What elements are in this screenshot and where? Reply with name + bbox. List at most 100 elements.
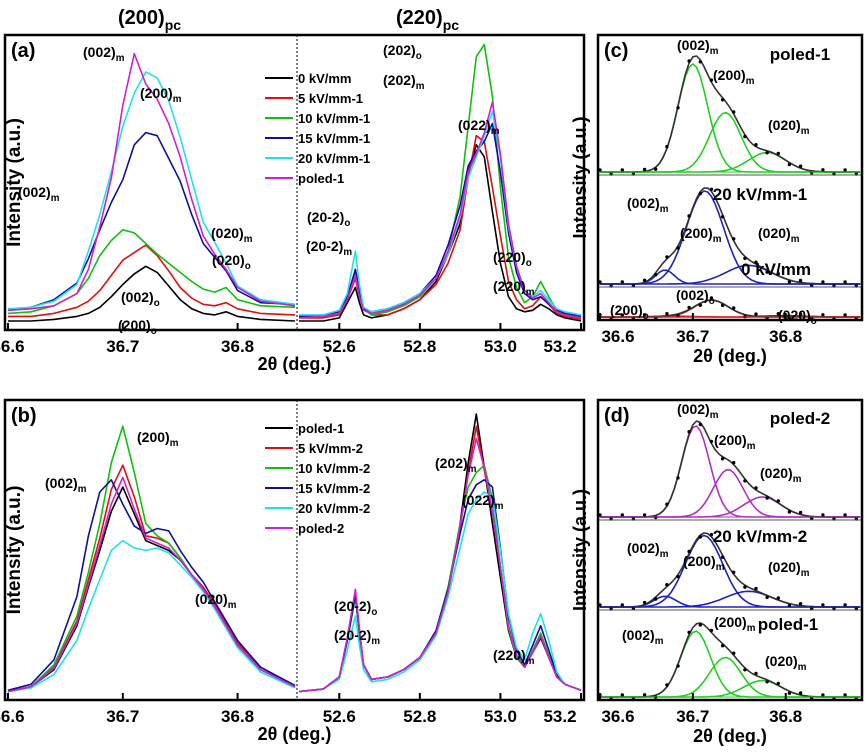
panel-3-xlabel: 2θ (deg.) <box>693 726 767 746</box>
panel-0-frame <box>3 33 586 332</box>
panel-3-sub-2-component-1 <box>600 656 860 698</box>
panel-2-sub-1-component-2 <box>600 264 860 285</box>
panel-2-sub-1-point-27 <box>698 191 702 196</box>
panel-0-legend-label-2: 10 kV/mm-1 <box>298 111 370 126</box>
panel-2-sub-2-point-33 <box>720 303 725 308</box>
panel-2-sub-0-point-39 <box>743 134 747 139</box>
panel-3-sub-0-point-6 <box>620 513 624 517</box>
panel-3-sub-1-point-33 <box>720 555 725 559</box>
panel-0-annotation-6: (200)o <box>118 317 157 337</box>
panel-2-sub-2-peak-label-2: (020)o <box>778 307 817 327</box>
panel-0-annotation-11: (20-2)m <box>306 238 352 258</box>
panel-2-sub-1-peak-label-0: (002)m <box>627 195 669 215</box>
panel-2-sub-0-point-18 <box>665 144 669 149</box>
panel-2-frame <box>596 33 864 322</box>
panel-1-ylabel: Intensity (a.u.) <box>4 486 25 615</box>
panel-3-sub-2-point-42 <box>754 671 758 676</box>
panel-1-right-series-2 <box>298 464 582 693</box>
panel-0-annotation-10: (20-2)o <box>307 209 350 229</box>
panel-0-legend-label-1: 5 kV/mm-1 <box>298 91 363 106</box>
panel-0-left-series-1 <box>8 244 296 318</box>
panel-3-sub-2-peak-label-1: (200)m <box>714 614 756 634</box>
panel-2-sub-0-point-66 <box>843 168 847 172</box>
panel-0-annotation-1: (200)m <box>140 85 182 105</box>
panel-0-right-series-3 <box>298 122 582 318</box>
panel-3-sub-1 <box>598 532 862 611</box>
panel-2-sub-1-point-57 <box>810 283 814 288</box>
panel-3-sub-2-label: poled-1 <box>758 615 818 634</box>
panel-2-sub-1-point-6 <box>620 280 624 284</box>
panel-1-annotation-2: (020)m <box>195 591 237 611</box>
panel-3-sub-1-label: 20 kV/mm-2 <box>713 527 808 546</box>
panel-2-sub-1-point-42 <box>754 260 758 264</box>
panel-3-sub-0-peak-label-1: (200)m <box>714 432 756 452</box>
panel-1-annotation-1: (200)m <box>137 429 179 449</box>
panel-3-sub-1-point-39 <box>743 585 747 589</box>
panel-3-sub-2-point-18 <box>665 683 669 687</box>
panel-3-frame <box>596 398 864 702</box>
panel-2-sub-2-point-60 <box>821 313 825 317</box>
panel-2-tick-2: 36.8 <box>769 327 802 346</box>
panel-2-sub-2-point-30 <box>709 296 714 300</box>
panel-2-sub-0 <box>598 55 862 176</box>
column-title-200: (200)pc <box>118 7 181 33</box>
panel-3-sub-1-peak-label-2: (020)m <box>768 559 810 579</box>
panel-2-sub-1-peak-label-2: (020)m <box>758 225 800 245</box>
panel-0-right-tick-0: 52.6 <box>323 337 356 356</box>
panel-0-annotation-8: (202)m <box>383 72 425 92</box>
panel-2-tick-1: 36.7 <box>676 327 709 346</box>
panel-2-sub-0-point-6 <box>620 168 624 172</box>
panel-2-sub-2-point-54 <box>798 312 803 316</box>
panel-3-sub-2-point-45 <box>765 680 769 684</box>
panel-2-sub-2-point-42 <box>754 312 758 316</box>
panel-3-sub-0-point-48 <box>776 499 780 503</box>
panel-1-right-tick-2: 53.0 <box>484 707 517 726</box>
panel-2-sub-0-point-36 <box>732 110 736 114</box>
panel-2-sub-2-label: 0 kV/mm <box>741 260 811 279</box>
panel-3-sub-2-point-48 <box>776 681 780 686</box>
panel-3-sub-0-point-21 <box>676 476 680 480</box>
panel-3-sub-2-point-24 <box>687 630 691 634</box>
panel-2-sub-1-label: 20 kV/mm-1 <box>713 185 808 204</box>
panel-2-sub-2-point-12 <box>642 313 647 317</box>
panel-2-sub-0-point-24 <box>687 59 691 63</box>
panel-0-right-series-4 <box>299 110 582 316</box>
panel-3-sub-0-peak-label-2: (020)m <box>760 465 802 485</box>
panel-2-tick-0: 36.6 <box>601 327 634 346</box>
panel-2-sub-2-point-6 <box>620 313 624 317</box>
panel-2-sub-0-point-15 <box>654 167 658 171</box>
panel-3-sub-1-point-42 <box>754 586 758 591</box>
panel-3-sub-2-point-36 <box>732 651 736 655</box>
panel-1-left-tick-1: 36.7 <box>106 707 139 726</box>
panel-2-sub-0-point-45 <box>765 151 769 155</box>
panel-3-sub-2 <box>598 622 862 701</box>
panel-2-sub-0-peak-label-1: (200)m <box>713 67 755 87</box>
panel-1-legend-label-5: poled-2 <box>298 521 344 536</box>
panel-2-sub-0-point-51 <box>787 162 792 167</box>
panel-0-left-series-0 <box>8 265 296 322</box>
panel-3-sub-0 <box>598 420 862 521</box>
panel-1-right-tick-3: 53.2 <box>543 707 576 726</box>
panel-3-sub-0-point-51 <box>787 510 792 514</box>
panel-1-legend-label-4: 20 kV/mm-2 <box>298 501 370 516</box>
panel-0-right-tick-3: 53.2 <box>543 337 576 356</box>
panel-2-sub-0-point-48 <box>776 151 780 156</box>
panel-0-left-series-3 <box>7 131 296 312</box>
panel-3-sub-2-peak-label-2: (020)m <box>765 653 807 673</box>
panel-0-annotation-12: (220)o <box>493 249 532 269</box>
panel-2-sub-0-point-60 <box>821 168 825 172</box>
panel-2-sub-1-point-15 <box>654 273 658 277</box>
panel-3-sub-2-point-60 <box>821 693 825 697</box>
panel-1-left-series-4 <box>7 539 296 693</box>
panel-1-legend-label-0: poled-1 <box>298 421 344 436</box>
panel-3-tick-0: 36.6 <box>601 707 634 726</box>
panel-1-tag: (b) <box>11 405 37 427</box>
panel-3-sub-0-point-57 <box>810 516 814 521</box>
panel-2-sub-0-point-30 <box>709 78 714 82</box>
panel-2-sub-0-component-1 <box>600 111 860 173</box>
panel-0-annotation-3: (020)m <box>211 225 253 245</box>
panel-0-annotation-7: (202)o <box>383 42 422 62</box>
column-title-220: (220)pc <box>396 7 459 33</box>
panel-1-annotation-3: (202)m <box>435 455 477 475</box>
